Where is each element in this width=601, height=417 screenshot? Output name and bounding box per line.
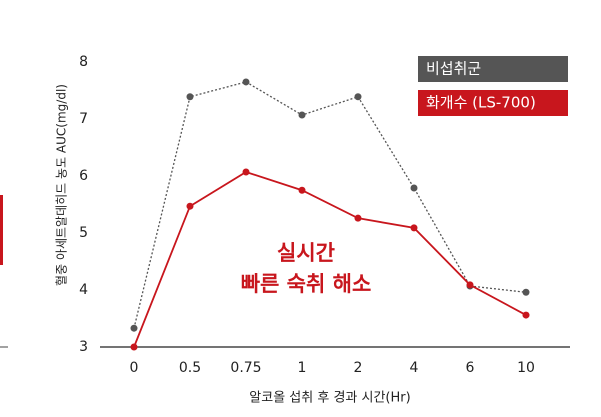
x-tick-label: 4	[410, 360, 419, 376]
annotation: 실시간	[277, 241, 335, 265]
data-point	[130, 324, 138, 332]
legend-box	[418, 56, 568, 82]
series-line	[133, 81, 527, 329]
data-point	[466, 281, 474, 289]
y-axis-label: 혈중 아세트알데히드 농도 AUC(mg/dl)	[55, 84, 69, 286]
y-tick-label: 6	[79, 168, 88, 184]
data-point	[130, 343, 138, 351]
y-tick-label: 3	[79, 339, 88, 355]
data-point	[522, 288, 530, 296]
data-point	[522, 311, 530, 319]
annotation: 빠른 숙취 해소	[241, 272, 372, 296]
legend-box	[418, 90, 568, 116]
data-point	[186, 93, 194, 101]
legend-label: 화개수 (LS-700)	[426, 94, 536, 112]
data-point	[298, 111, 306, 119]
y-tick-label: 5	[79, 225, 88, 241]
data-point	[354, 93, 362, 101]
series-line	[133, 171, 527, 348]
data-point	[410, 224, 418, 232]
x-tick-label: 10	[517, 360, 535, 376]
x-tick-label: 0.5	[179, 360, 201, 376]
edge-decoration	[0, 195, 3, 265]
x-tick-label: 6	[466, 360, 475, 376]
x-tick-label: 2	[354, 360, 363, 376]
x-tick-label: 0	[130, 360, 139, 376]
y-tick-label: 8	[79, 54, 88, 70]
y-tick-label: 7	[79, 111, 88, 127]
data-point	[242, 168, 250, 176]
legend-label: 비섭취군	[426, 60, 481, 78]
data-point	[410, 184, 418, 192]
data-point	[186, 202, 194, 210]
x-axis-label: 알코올 섭취 후 경과 시간(Hr)	[249, 391, 410, 406]
x-tick-label: 0.75	[230, 360, 261, 376]
data-point	[298, 186, 306, 194]
data-point	[242, 78, 250, 86]
data-point	[354, 214, 362, 222]
y-tick-label: 4	[79, 282, 88, 298]
x-tick-label: 1	[298, 360, 307, 376]
